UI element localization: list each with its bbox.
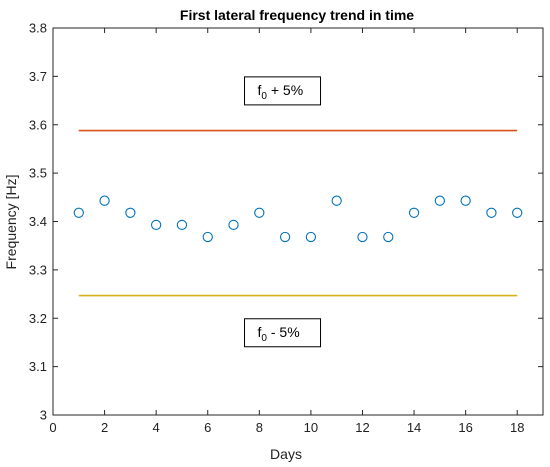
x-tick-label: 6	[204, 420, 211, 435]
y-tick-label: 3.8	[29, 21, 47, 36]
y-tick-label: 3.2	[29, 311, 47, 326]
y-tick-label: 3.5	[29, 166, 47, 181]
x-tick-label: 2	[101, 420, 108, 435]
x-tick-label: 8	[256, 420, 263, 435]
y-tick-label: 3.3	[29, 262, 47, 277]
y-tick-label: 3	[40, 408, 47, 423]
y-tick-label: 3.1	[29, 359, 47, 374]
x-tick-label: 12	[355, 420, 369, 435]
x-tick-label: 0	[49, 420, 56, 435]
y-tick-label: 3.7	[29, 69, 47, 84]
x-tick-label: 18	[510, 420, 524, 435]
x-tick-label: 16	[458, 420, 472, 435]
x-tick-label: 4	[153, 420, 160, 435]
y-axis-label: Frequency [Hz]	[3, 175, 19, 270]
x-tick-label: 10	[304, 420, 318, 435]
y-tick-label: 3.6	[29, 117, 47, 132]
x-axis-label: Days	[270, 446, 302, 462]
plot-area: 0 2 4 6 8 10 12 14 16 18 3 3.1 3.2 3.3 3.4 3.5 3.6 3.7 3.8…	[29, 21, 543, 436]
chart-title: First lateral frequency trend in time	[180, 7, 414, 23]
x-tick-label: 14	[407, 420, 421, 435]
y-tick-label: 3.4	[29, 214, 47, 229]
